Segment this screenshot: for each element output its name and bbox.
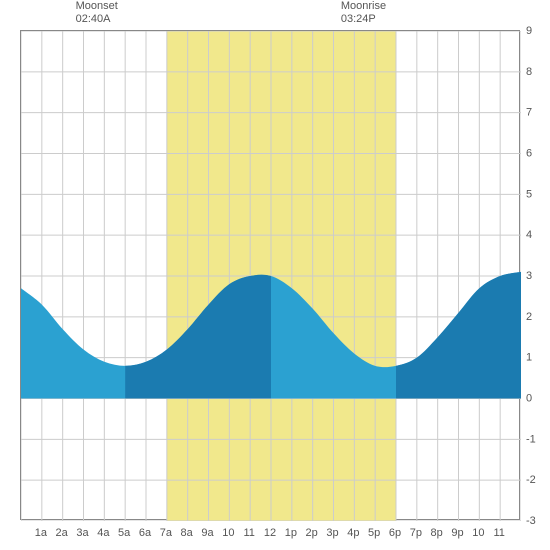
- x-tick-label: 4p: [347, 527, 359, 539]
- y-tick-label: 4: [526, 229, 532, 241]
- x-tick-label: 10: [222, 527, 234, 539]
- x-tick-label: 2a: [56, 527, 69, 539]
- y-tick-label: 7: [526, 107, 532, 119]
- y-tick-label: 8: [526, 66, 532, 78]
- x-tick-label: 6a: [139, 527, 152, 539]
- x-tick-label: 9p: [451, 527, 463, 539]
- x-tick-label: 9a: [201, 527, 214, 539]
- y-tick-label: 5: [526, 188, 532, 200]
- tide-chart: Moonset 02:40A Moonrise 03:24P -3-2-1012…: [0, 0, 550, 550]
- x-tick-label: 12: [264, 527, 276, 539]
- axis-labels: -3-2-101234567891a2a3a4a5a6a7a8a9a101112…: [0, 0, 550, 550]
- y-tick-label: -1: [526, 433, 536, 445]
- y-tick-label: -2: [526, 474, 536, 486]
- x-tick-label: 2p: [306, 527, 318, 539]
- y-tick-label: 1: [526, 352, 532, 364]
- x-tick-label: 5a: [118, 527, 131, 539]
- x-tick-label: 7p: [410, 527, 422, 539]
- y-tick-label: 9: [526, 25, 532, 37]
- y-tick-label: 0: [526, 393, 532, 405]
- x-tick-label: 4a: [97, 527, 110, 539]
- y-tick-label: -3: [526, 515, 536, 527]
- x-tick-label: 6p: [389, 527, 401, 539]
- y-tick-label: 3: [526, 270, 532, 282]
- x-tick-label: 3p: [326, 527, 338, 539]
- x-tick-label: 11: [493, 527, 504, 539]
- x-tick-label: 8p: [431, 527, 443, 539]
- x-tick-label: 7a: [160, 527, 173, 539]
- x-tick-label: 3a: [76, 527, 89, 539]
- x-tick-label: 10: [472, 527, 484, 539]
- x-tick-label: 8a: [181, 527, 194, 539]
- y-tick-label: 6: [526, 148, 532, 160]
- x-tick-label: 11: [243, 527, 254, 539]
- y-tick-label: 2: [526, 311, 532, 323]
- x-tick-label: 1p: [285, 527, 297, 539]
- x-tick-label: 1a: [35, 527, 48, 539]
- x-tick-label: 5p: [368, 527, 380, 539]
